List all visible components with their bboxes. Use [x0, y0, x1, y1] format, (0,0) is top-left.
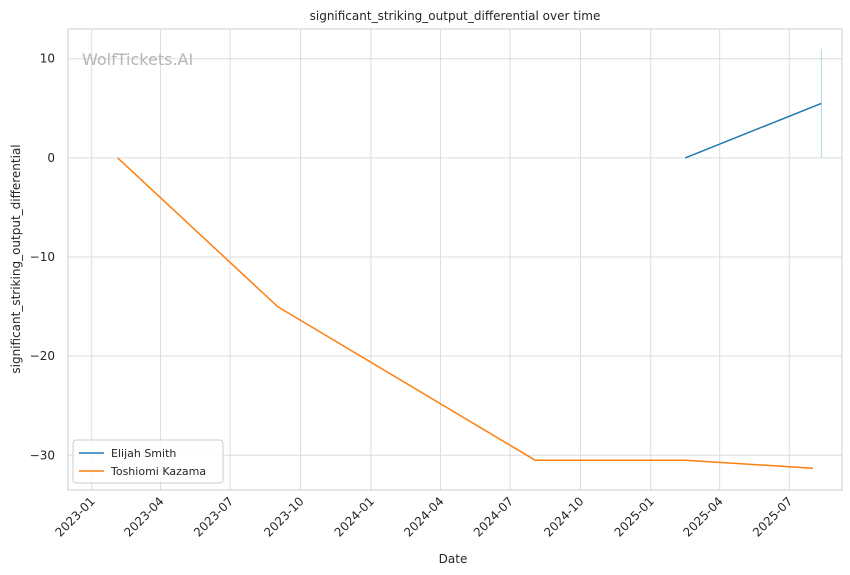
- y-tick-label: −30: [30, 448, 55, 462]
- x-tick-label: 2025-04: [680, 494, 725, 539]
- y-tick-label: 0: [47, 151, 55, 165]
- x-tick-label: 2025-01: [612, 494, 657, 539]
- series-layer: [117, 102, 822, 469]
- y-tick-label: −10: [30, 250, 55, 264]
- legend-label-0: Elijah Smith: [111, 447, 176, 460]
- x-tick-label: 2023-10: [261, 494, 306, 539]
- x-axis: 2023-01 2023-04 2023-07 2023-10 2024-01 2024-…: [52, 494, 795, 539]
- x-axis-label: Date: [439, 552, 468, 566]
- x-tick-label: 2024-04: [401, 494, 446, 539]
- x-tick-label: 2024-10: [541, 494, 586, 539]
- x-tick-label: 2025-07: [750, 494, 795, 539]
- legend-label-1: Toshiomi Kazama: [110, 465, 206, 478]
- watermark: WolfTickets.AI: [82, 50, 193, 69]
- chart-title: significant_striking_output_differential…: [310, 9, 601, 23]
- plot-area: [68, 29, 842, 490]
- y-axis-label: significant_striking_output_differential: [9, 144, 23, 373]
- series-line-0: [684, 102, 822, 159]
- y-tick-label: −20: [30, 349, 55, 363]
- x-tick-label: 2023-04: [121, 494, 166, 539]
- x-tick-label: 2024-07: [471, 494, 516, 539]
- y-tick-label: 10: [40, 52, 55, 66]
- grid: [68, 29, 842, 490]
- legend-box: [72, 439, 224, 484]
- x-tick-label: 2023-01: [52, 494, 97, 539]
- x-tick-label: 2024-01: [332, 494, 377, 539]
- y-axis: 10 0 −10 −20 −30: [30, 52, 55, 463]
- series-line-1: [117, 157, 813, 469]
- legend: Elijah Smith Toshiomi Kazama: [72, 439, 224, 484]
- plot-frame: [67, 28, 843, 491]
- x-tick-label: 2023-07: [191, 494, 236, 539]
